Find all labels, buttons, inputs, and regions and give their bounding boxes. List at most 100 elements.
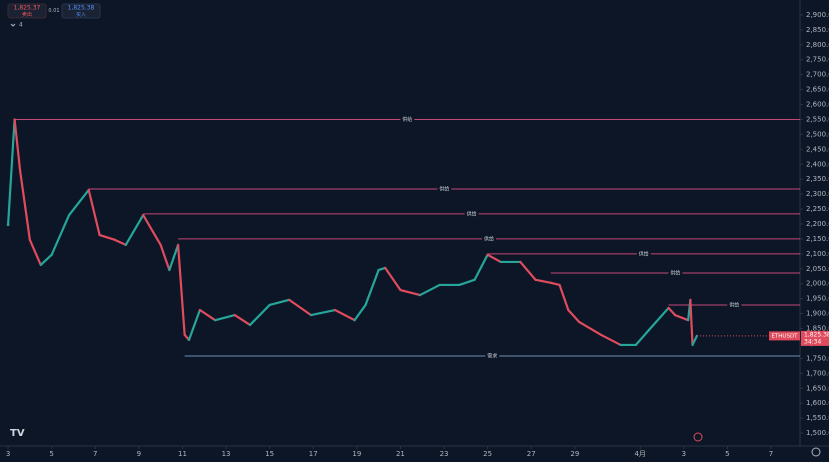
level-label: 供给 [729, 301, 739, 308]
candle-body [248, 303, 271, 327]
candle-body [558, 283, 570, 312]
level-label-bg [482, 235, 497, 243]
logo: TV [10, 428, 25, 439]
candle-body [124, 213, 145, 247]
candle-body [689, 298, 694, 347]
candle-body [28, 238, 42, 267]
candle-body [647, 306, 670, 332]
y-tick-label: 1,700.00 [806, 369, 829, 377]
collapse-icon[interactable] [10, 23, 16, 27]
candle-body [159, 243, 171, 272]
level-label: 供给 [467, 210, 477, 217]
level-label: 供给 [402, 116, 412, 123]
level-label-bg [437, 185, 452, 193]
symbol: ETHUSDT [771, 333, 798, 339]
x-tick-label: 29 [570, 450, 579, 458]
candle-body [68, 188, 90, 217]
level-label-bg [400, 115, 415, 123]
level-label: 需求 [487, 353, 497, 360]
candle-body [98, 233, 116, 241]
level-label-bg [727, 301, 742, 309]
level-label-bg [485, 352, 500, 360]
candle-body [667, 306, 677, 317]
y-tick-label: 1,950.00 [806, 295, 829, 303]
candle-body [399, 288, 422, 297]
x-tick-label: 19 [352, 450, 361, 458]
y-tick-label: 2,050.00 [806, 265, 829, 273]
y-tick-label: 2,900.00 [806, 11, 829, 19]
y-tick-label: 1,550.00 [806, 414, 829, 422]
y-tick-label: 1,600.00 [806, 399, 829, 407]
candle-body [473, 253, 489, 281]
candle-body [168, 243, 180, 272]
candle-body [198, 308, 217, 322]
settings-icon[interactable] [811, 447, 821, 457]
x-tick-label: 21 [396, 450, 405, 458]
candle-body [634, 328, 651, 347]
level-label: 供给 [484, 235, 494, 242]
candle-body [142, 213, 162, 247]
x-tick-label: 7 [769, 450, 773, 458]
candle-body [567, 308, 581, 324]
candle-body [113, 238, 127, 247]
event-icon[interactable] [693, 432, 703, 442]
x-tick-label: 15 [265, 450, 274, 458]
candle-body [549, 281, 561, 287]
y-tick-label: 2,750.00 [806, 56, 829, 64]
candle-body [486, 253, 502, 264]
last-price: 1,825.38 [804, 331, 829, 338]
candle-body [599, 333, 622, 347]
y-tick-label: 1,650.00 [806, 384, 829, 392]
buy-label: 买入 [76, 11, 86, 18]
candle-body [288, 298, 313, 317]
x-tick-label: 9 [137, 450, 141, 458]
symbol-tag [769, 331, 800, 341]
y-tick-label: 2,000.00 [806, 280, 829, 288]
y-tick-label: 2,400.00 [806, 160, 829, 168]
candle-body [333, 308, 356, 322]
y-tick-label: 1,850.00 [806, 325, 829, 333]
buy-button[interactable] [61, 3, 101, 19]
buy-price: 1,825.38 [68, 5, 95, 12]
candle-body [364, 268, 380, 307]
y-tick-label: 1,750.00 [806, 354, 829, 362]
level-label-bg [668, 269, 683, 277]
candle-body [534, 278, 552, 284]
candle-body [87, 188, 101, 237]
candle-body [353, 303, 367, 322]
candle-body [233, 313, 252, 327]
y-tick-label: 2,600.00 [806, 101, 829, 109]
candle-body [6, 118, 16, 226]
x-tick-label: 3 [682, 450, 686, 458]
level-label-bg [464, 210, 479, 218]
candle-body [18, 169, 31, 241]
candle-body [458, 278, 476, 287]
y-tick-label: 2,450.00 [806, 145, 829, 153]
y-tick-label: 2,550.00 [806, 115, 829, 123]
sell-price: 1,825.37 [14, 5, 41, 12]
candle-body [176, 243, 186, 336]
y-tick-label: 2,700.00 [806, 71, 829, 79]
x-tick-label: 5 [49, 450, 53, 458]
candle-body [519, 260, 537, 281]
x-tick-label: 23 [440, 450, 449, 458]
y-tick-label: 2,650.00 [806, 86, 829, 94]
candle-body [377, 266, 387, 272]
candle-body [384, 266, 402, 292]
sell-button[interactable] [7, 3, 47, 19]
price-tag [801, 330, 829, 346]
sell-label: 卖出 [22, 11, 32, 18]
x-tick-label: 17 [309, 450, 318, 458]
level-label: 供给 [670, 269, 680, 276]
y-tick-label: 2,500.00 [806, 130, 829, 138]
candle-body [50, 213, 71, 256]
y-tick-label: 2,850.00 [806, 26, 829, 34]
x-tick-label: 11 [178, 450, 187, 458]
y-tick-label: 2,350.00 [806, 175, 829, 183]
level-label: 供给 [439, 186, 449, 193]
indicator-count: 4 [19, 22, 23, 29]
candle-body [39, 253, 53, 267]
